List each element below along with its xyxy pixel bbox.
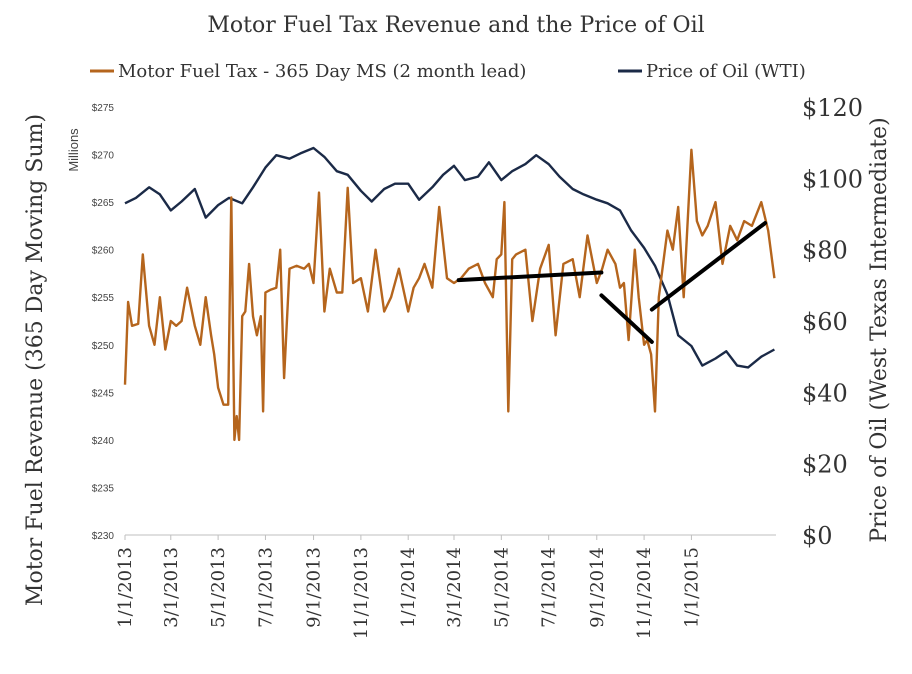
right-axis-ticks: $0 $20 $40 $60 $80 $100 $120 [802,94,863,550]
chart-title: Motor Fuel Tax Revenue and the Price of … [207,13,704,38]
x-axis-tick-label: 3/1/2014 [444,547,465,628]
series-line-price-of-oil [124,146,775,369]
x-axis-tick-label: 3/1/2013 [161,547,182,628]
trend-line [649,221,768,312]
right-axis-tick-label: $80 [802,237,848,265]
x-axis-tick-label: 5/1/2014 [491,547,512,628]
x-axis-tick-label: 11/1/2013 [351,547,372,639]
legend-label-price-of-oil: Price of Oil (WTI) [646,61,806,82]
right-axis-tick-label: $0 [802,522,833,550]
x-axis-ticks: 1/1/2013 3/1/2013 5/1/2013 7/1/2013 9/1/2013… [115,535,702,639]
left-axis-title: Motor Fuel Revenue (365 Day Moving Sum) [23,114,48,606]
x-axis-tick-label: 1/1/2013 [115,547,136,628]
legend: Motor Fuel Tax - 365 Day MS (2 month lea… [90,61,806,82]
left-axis-tick-label: $230 [92,531,115,542]
right-axis-tick-label: $120 [802,94,863,122]
x-axis-tick-label: 9/1/2013 [304,547,325,628]
right-axis-tick-label: $20 [802,451,848,479]
trend-line [456,270,604,283]
left-axis-tick-label: $235 [92,483,115,494]
right-axis-tick-label: $60 [802,308,848,336]
x-axis-tick-label: 1/1/2015 [681,547,702,628]
x-axis-tick-label: 7/1/2013 [255,547,276,628]
left-axis-tick-label: $275 [92,103,115,114]
series-line-motor-fuel-tax [123,148,776,442]
x-axis-tick-label: 1/1/2014 [398,547,419,628]
x-axis-tick-label: 11/1/2014 [634,547,655,639]
left-axis-tick-label: $250 [92,341,115,352]
trend-line [599,293,654,344]
left-axis-tick-label: $245 [92,388,115,399]
trend-lines [456,221,768,344]
left-axis-unit-label: Millions [66,128,81,172]
left-axis-tick-label: $240 [92,436,115,447]
left-axis-tick-label: $260 [92,246,115,257]
left-axis-tick-label: $255 [92,293,115,304]
x-axis-tick-label: 5/1/2013 [208,547,229,628]
series-layer [123,146,776,442]
x-axis-tick-label: 7/1/2014 [539,547,560,628]
left-axis-ticks: $230 $235 $240 $245 $250 $255 $260 $265 $270 $275 [92,103,115,542]
right-axis-tick-label: $40 [802,379,848,407]
left-axis-tick-label: $270 [92,151,115,162]
legend-label-motor-fuel-tax: Motor Fuel Tax - 365 Day MS (2 month lea… [118,61,526,82]
right-axis-title: Price of Oil (West Texas Intermediate) [867,117,892,542]
left-axis-tick-label: $265 [92,198,115,209]
right-axis-tick-label: $100 [802,165,863,193]
x-axis-tick-label: 9/1/2014 [587,547,608,628]
